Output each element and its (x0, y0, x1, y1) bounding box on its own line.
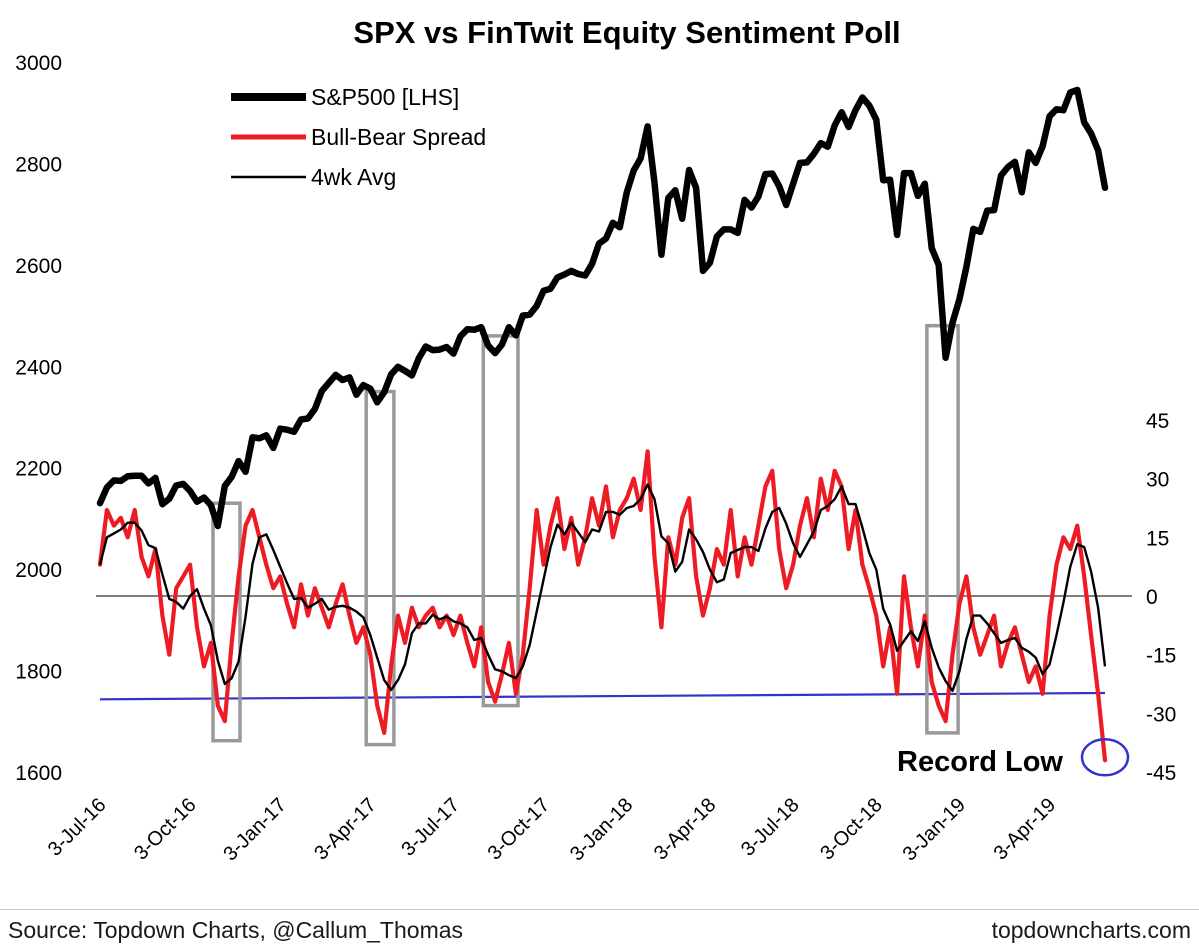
left-axis-tick-label: 2400 (15, 356, 62, 379)
record-low-label: Record Low (897, 746, 1063, 778)
highlight-box (364, 389, 396, 747)
legend: S&P500 [LHS] Bull-Bear Spread 4wk Avg (231, 84, 486, 190)
left-axis-tick-label: 2200 (15, 458, 62, 481)
left-axis-tick-label: 1800 (15, 661, 62, 684)
site-credit: topdowncharts.com (991, 916, 1191, 943)
right-axis-tick-label: 30 (1146, 469, 1169, 492)
x-axis-tick-label: 3-Jul-16 (44, 794, 111, 861)
footer: Source: Topdown Charts, @Callum_Thomas t… (0, 909, 1199, 948)
highlight-box (481, 334, 520, 708)
left-axis: 3000 2800 2600 2400 2200 2000 1800 1600 (15, 52, 62, 785)
spx-line (96, 86, 1109, 530)
left-axis-tick-label: 1600 (15, 762, 62, 785)
right-axis: 45 30 15 0 -15 -30 -45 (1146, 410, 1176, 785)
x-axis-tick-label: 3-Oct-17 (484, 794, 555, 865)
x-axis-tick-label: 3-Oct-18 (816, 794, 887, 865)
right-axis-tick-label: -15 (1146, 645, 1176, 668)
x-axis-tick-label: 3-Oct-16 (130, 794, 201, 865)
x-axis-tick-label: 3-Apr-17 (310, 794, 381, 865)
record-low-circle (1080, 738, 1130, 777)
x-axis-tick-label: 3-Jan-19 (899, 794, 970, 865)
x-axis-tick-label: 3-Jan-18 (566, 794, 637, 865)
x-axis-tick-label: 3-Jul-17 (397, 794, 464, 861)
right-axis-tick-label: 15 (1146, 527, 1169, 550)
plot-area (96, 86, 1132, 777)
x-axis: 3-Jul-16 3-Oct-16 3-Jan-17 3-Apr-17 3-Jul-17… (44, 794, 1060, 865)
x-axis-tick-label: 3-Jan-17 (219, 794, 290, 865)
right-axis-tick-label: -45 (1146, 762, 1176, 785)
x-axis-tick-label: 3-Apr-18 (650, 794, 721, 865)
highlight-box (211, 501, 242, 743)
right-axis-tick-label: 45 (1146, 410, 1169, 433)
legend-label-spx: S&P500 [LHS] (311, 84, 459, 110)
left-axis-tick-label: 2600 (15, 255, 62, 278)
x-axis-tick-label: 3-Apr-19 (990, 794, 1061, 865)
legend-label-spread: Bull-Bear Spread (311, 124, 486, 150)
left-axis-tick-label: 3000 (15, 52, 62, 75)
x-axis-tick-label: 3-Jul-18 (737, 794, 804, 861)
right-axis-tick-label: -30 (1146, 703, 1176, 726)
source-credit: Source: Topdown Charts, @Callum_Thomas (8, 916, 464, 943)
prior-low-line (99, 691, 1106, 701)
left-axis-tick-label: 2000 (15, 559, 62, 582)
chart-title: SPX vs FinTwit Equity Sentiment Poll (353, 15, 900, 50)
chart-canvas: SPX vs FinTwit Equity Sentiment Poll 300… (15, 15, 1176, 865)
four-week-avg-line (98, 483, 1107, 692)
legend-label-avg: 4wk Avg (311, 164, 396, 190)
bull-bear-spread-line (97, 449, 1108, 763)
left-axis-tick-label: 2800 (15, 153, 62, 176)
right-axis-tick-label: 0 (1146, 586, 1158, 609)
